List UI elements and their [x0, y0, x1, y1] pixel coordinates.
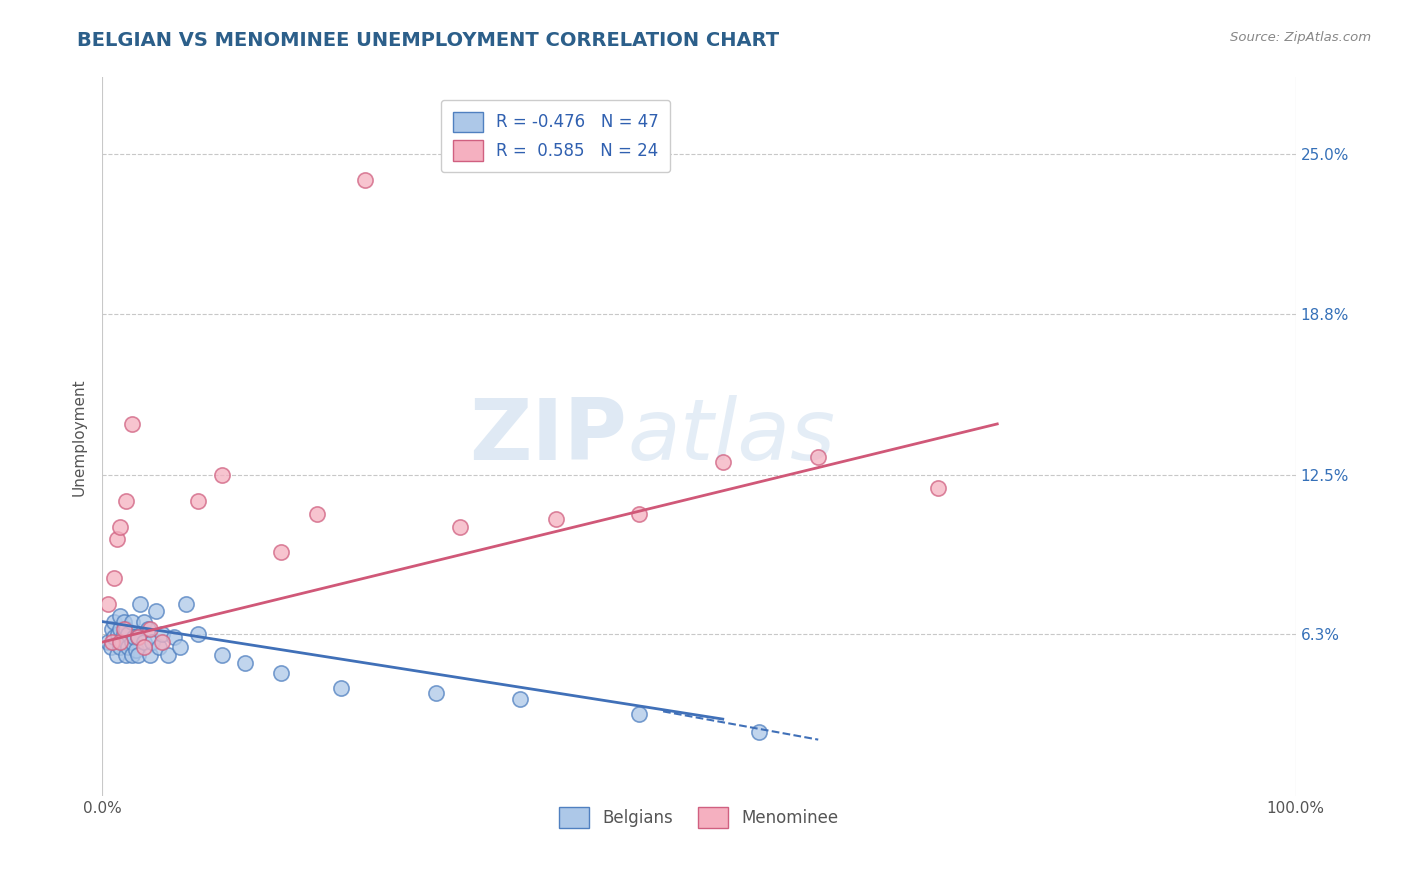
Point — [115, 648, 138, 662]
Text: atlas: atlas — [627, 395, 835, 478]
Point — [121, 635, 143, 649]
Point — [132, 635, 155, 649]
Point — [121, 615, 143, 629]
Point — [136, 622, 159, 636]
Point — [150, 635, 173, 649]
Point — [187, 627, 209, 641]
Point — [124, 630, 146, 644]
Point — [628, 706, 651, 721]
Point — [353, 173, 375, 187]
Point — [121, 417, 143, 431]
Y-axis label: Unemployment: Unemployment — [72, 378, 86, 496]
Point — [235, 656, 257, 670]
Point — [117, 640, 139, 655]
Point — [127, 630, 149, 644]
Point — [329, 681, 352, 696]
Point — [156, 648, 179, 662]
Point — [105, 648, 128, 662]
Point — [211, 468, 233, 483]
Point — [145, 604, 167, 618]
Point — [449, 519, 471, 533]
Point — [108, 640, 131, 655]
Point — [124, 642, 146, 657]
Point — [112, 622, 135, 636]
Point — [107, 627, 129, 641]
Point — [174, 597, 197, 611]
Point — [108, 609, 131, 624]
Point — [544, 512, 567, 526]
Point — [105, 533, 128, 547]
Legend: Belgians, Menominee: Belgians, Menominee — [553, 801, 845, 835]
Point — [97, 597, 120, 611]
Point — [103, 571, 125, 585]
Text: BELGIAN VS MENOMINEE UNEMPLOYMENT CORRELATION CHART: BELGIAN VS MENOMINEE UNEMPLOYMENT CORREL… — [77, 31, 779, 50]
Point — [127, 630, 149, 644]
Point — [129, 597, 152, 611]
Point — [163, 630, 186, 644]
Point — [108, 519, 131, 533]
Point — [748, 725, 770, 739]
Point — [711, 455, 734, 469]
Point — [100, 622, 122, 636]
Point — [148, 640, 170, 655]
Point — [187, 494, 209, 508]
Point — [100, 640, 122, 655]
Point — [139, 622, 162, 636]
Point — [509, 691, 531, 706]
Point — [117, 627, 139, 641]
Point — [111, 635, 134, 649]
Text: ZIP: ZIP — [470, 395, 627, 478]
Point — [807, 450, 830, 465]
Point — [150, 627, 173, 641]
Text: Source: ZipAtlas.com: Source: ZipAtlas.com — [1230, 31, 1371, 45]
Point — [139, 648, 162, 662]
Point — [115, 494, 138, 508]
Point — [270, 545, 292, 559]
Point — [108, 622, 131, 636]
Point — [112, 615, 135, 629]
Point — [115, 622, 138, 636]
Point — [132, 615, 155, 629]
Point — [628, 507, 651, 521]
Point — [141, 635, 163, 649]
Point — [211, 648, 233, 662]
Point — [169, 640, 191, 655]
Point — [103, 615, 125, 629]
Point — [121, 648, 143, 662]
Point — [927, 481, 949, 495]
Point — [108, 635, 131, 649]
Point — [112, 627, 135, 641]
Point — [103, 630, 125, 644]
Point — [270, 665, 292, 680]
Point — [100, 635, 122, 649]
Point — [305, 507, 328, 521]
Point — [132, 640, 155, 655]
Point — [115, 635, 138, 649]
Point — [127, 648, 149, 662]
Point — [425, 686, 447, 700]
Point — [97, 635, 120, 649]
